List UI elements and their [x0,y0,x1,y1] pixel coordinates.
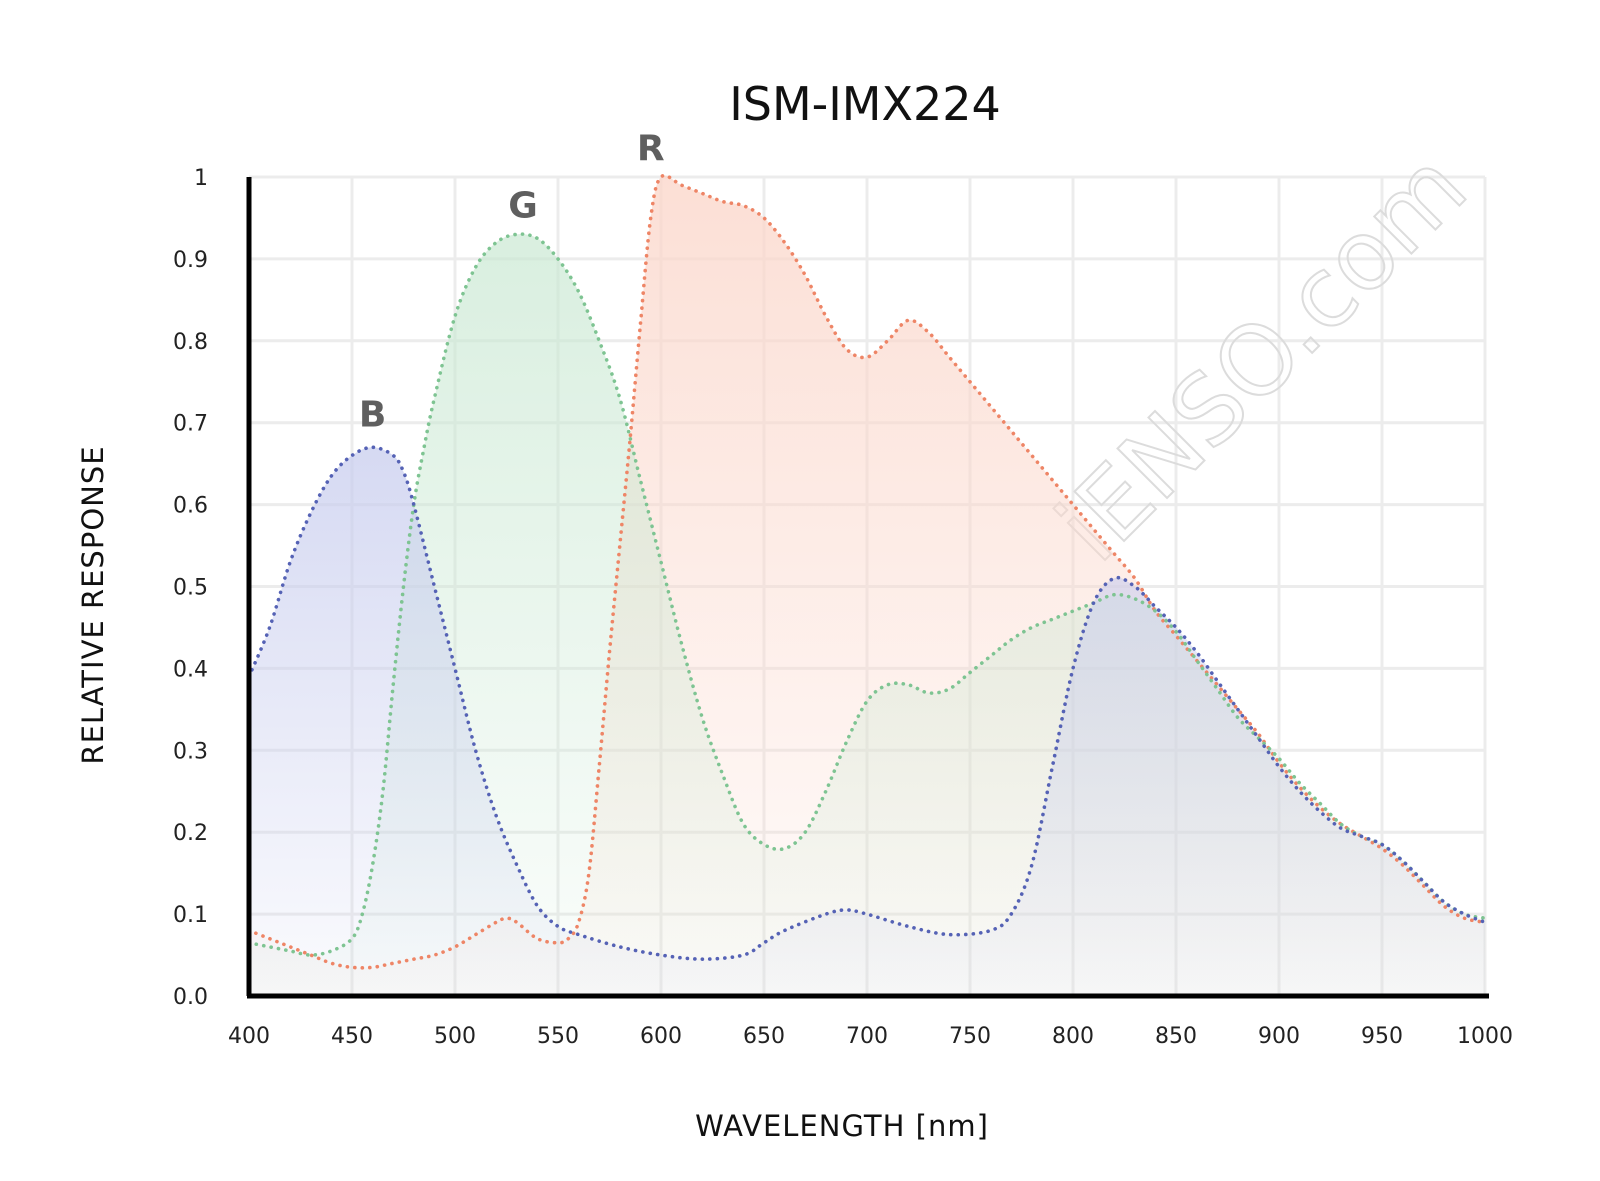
series-fills [249,175,1485,997]
series-label-g: G [508,186,538,227]
chart-title: ISM-IMX224 [729,77,1001,131]
x-tick-label: 450 [331,1024,373,1049]
x-tick-label: 900 [1258,1024,1300,1049]
y-tick-label: 0.1 [173,903,208,928]
y-tick-label: 0.0 [173,985,208,1010]
x-tick-label: 850 [1155,1024,1197,1049]
y-tick-label: 0.3 [173,739,208,764]
x-tick-label: 800 [1052,1024,1094,1049]
y-tick-label: 0.2 [173,821,208,846]
y-axis-title: RELATIVE RESPONSE [76,445,110,764]
x-tick-label: 650 [743,1024,785,1049]
y-tick-label: 0.9 [173,248,208,273]
y-tick-label: 0.7 [173,412,208,437]
x-tick-label: 750 [949,1024,991,1049]
x-tick-label: 1000 [1457,1024,1513,1049]
series-fill-b [249,447,1485,996]
x-tick-label: 700 [846,1024,888,1049]
x-tick-labels: 400 450 500 550 600 650 700 750 800 850 900 950 1000 [228,1024,1513,1049]
series-label-r: R [637,128,665,169]
x-tick-label: 600 [640,1024,682,1049]
series-label-b: B [359,395,386,436]
x-axis-title: WAVELENGTH [nm] [695,1109,989,1143]
watermark: iENSO.com [1036,131,1488,583]
y-tick-label: 0.6 [173,494,208,519]
series-line-b [247,445,1487,961]
axes [246,177,1489,999]
y-tick-label: 0.8 [173,330,208,355]
series-labels: B G R [359,128,665,435]
x-tick-label: 550 [537,1024,579,1049]
x-tick-label: 500 [434,1024,476,1049]
y-tick-label: 0.4 [173,657,208,682]
series-line-r [247,173,1487,970]
y-tick-label: 0.5 [173,576,208,601]
y-tick-labels: 0.0 0.1 0.2 0.3 0.4 0.5 0.6 0.7 0.8 0.9 1 [173,166,208,1010]
x-tick-label: 950 [1361,1024,1403,1049]
series-line-g [247,232,1487,957]
x-tick-label: 400 [228,1024,270,1049]
series-lines [247,173,1487,970]
y-tick-label: 1 [194,166,208,191]
